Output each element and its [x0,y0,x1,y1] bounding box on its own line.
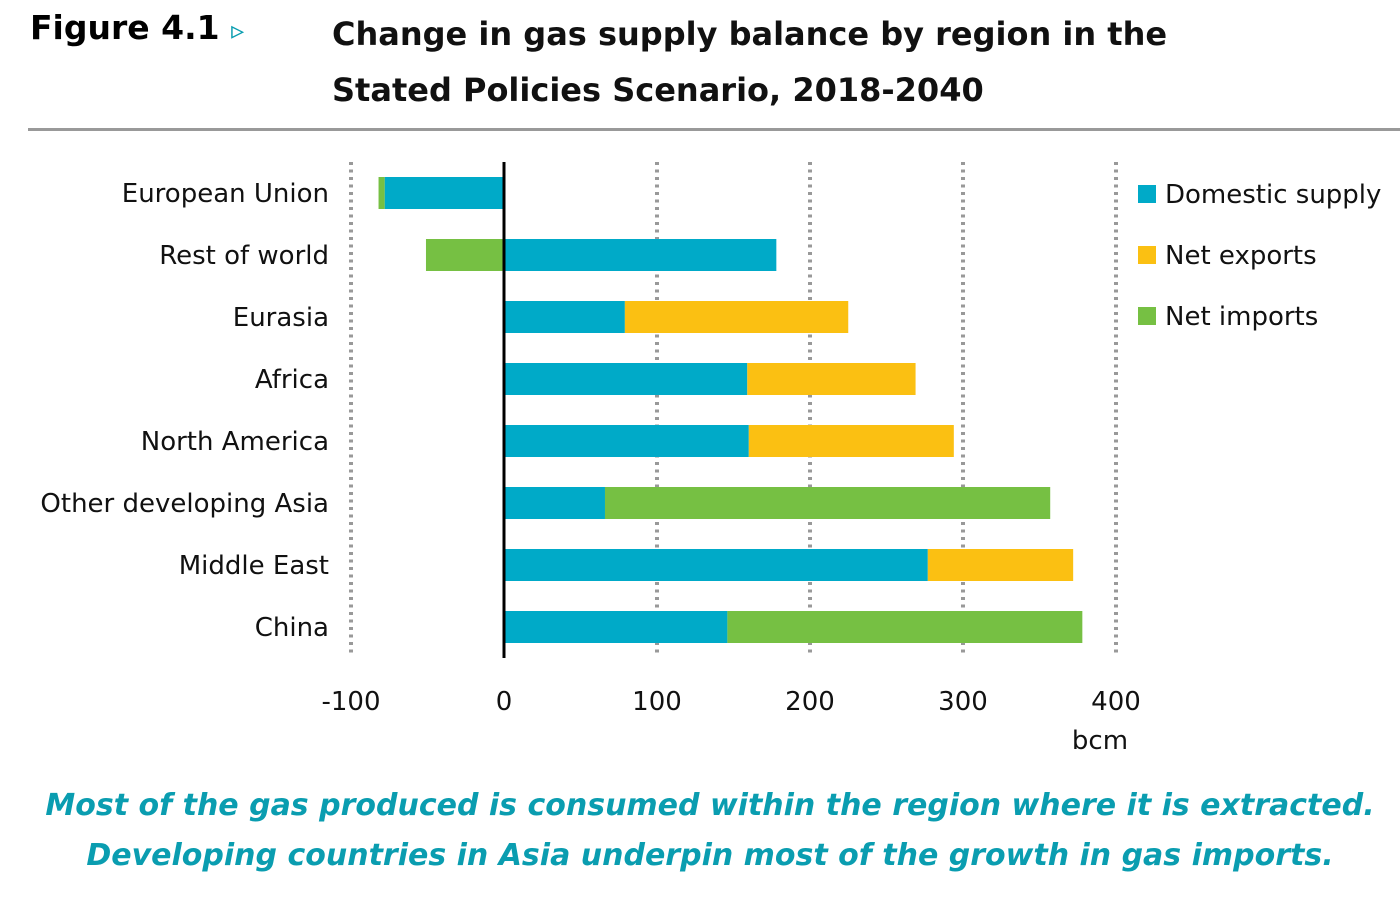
caption-line-2: Developing countries in Asia underpin mo… [86,838,1334,873]
category-label: Eurasia [233,303,329,333]
figure-label: Figure 4.1 ▹ [30,8,244,47]
x-tick-label: -100 [321,687,380,717]
bar-net-imports [425,239,504,271]
bar-net-exports [748,425,954,457]
x-tick-label: 400 [1091,687,1141,717]
category-label: Other developing Asia [40,489,329,519]
bar-net-exports [927,549,1074,581]
bar-domestic-supply [504,301,625,333]
bar-domestic-supply [384,177,504,209]
triangle-icon: ▹ [231,16,245,46]
bar-domestic-supply [504,425,749,457]
title-line-1: Change in gas supply balance by region i… [332,15,1168,53]
category-label: North America [141,427,329,457]
legend-swatch [1138,185,1156,203]
x-tick-label: 300 [938,687,988,717]
bar-net-exports [624,301,849,333]
bar-domestic-supply [504,611,728,643]
bar-net-imports [378,177,385,209]
bar-domestic-supply [504,239,777,271]
figure-number: Figure 4.1 [30,8,220,47]
category-label: China [255,613,329,643]
bar-net-imports [727,611,1083,643]
x-tick-label: 100 [632,687,682,717]
x-tick-label: 0 [496,687,513,717]
legend-label: Net exports [1165,241,1317,271]
divider [28,128,1400,131]
title-line-2: Stated Policies Scenario, 2018-2040 [332,71,984,109]
bar-chart: -100 0 100 200 300 400 bcm European Union Rest o… [40,162,1381,756]
category-label: Middle East [179,551,329,581]
legend-swatch [1138,307,1156,325]
legend-label: Net imports [1165,302,1318,332]
category-label: European Union [122,179,329,209]
legend-swatch [1138,246,1156,264]
bar-net-exports [747,363,916,395]
x-axis-label: bcm [1072,726,1128,756]
bar-domestic-supply [504,549,928,581]
chart-title: Change in gas supply balance by region i… [332,6,1167,118]
caption-line-1: Most of the gas produced is consumed wit… [45,788,1375,823]
category-label: Africa [255,365,329,395]
bar-domestic-supply [504,487,605,519]
category-label: Rest of world [159,241,329,271]
bar-net-imports [604,487,1051,519]
x-tick-label: 200 [785,687,835,717]
bar-domestic-supply [504,363,748,395]
legend-label: Domestic supply [1165,180,1381,210]
